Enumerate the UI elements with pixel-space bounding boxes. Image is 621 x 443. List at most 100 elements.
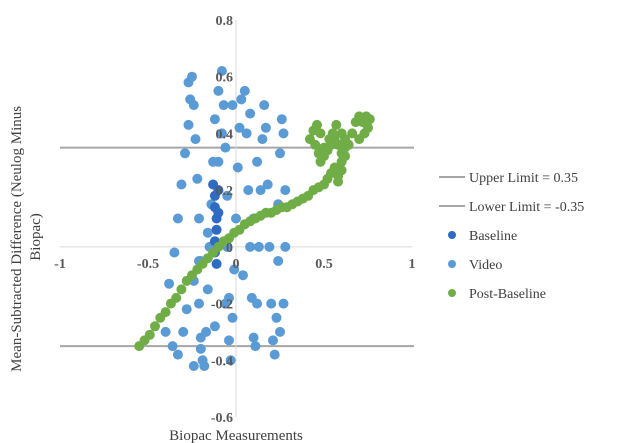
legend-label: Video (469, 258, 502, 273)
data-point (150, 321, 160, 332)
data-point (229, 264, 240, 275)
data-point (308, 125, 319, 136)
data-point (176, 284, 187, 295)
data-point (194, 213, 204, 224)
data-point (220, 298, 231, 309)
data-point (178, 326, 189, 337)
data-point (188, 100, 199, 111)
data-point (310, 139, 321, 150)
x-tick-label: 0 (233, 257, 240, 272)
tick-labels: -1 -0.5 0 0.5 1 -0.6 -0.4 -0.2 0 0.2 0.4 0.6 0.8 (54, 14, 415, 426)
data-point (160, 307, 171, 318)
data-point (260, 122, 271, 133)
data-point (340, 151, 351, 162)
data-point (269, 349, 280, 360)
data-point (227, 312, 238, 323)
data-point (231, 213, 241, 224)
data-point (239, 85, 250, 96)
y-axis-title-line-2: Biopac) (28, 213, 44, 260)
data-point (268, 335, 278, 346)
x-tick-label: -1 (54, 257, 66, 272)
data-point (236, 94, 247, 105)
data-point (211, 258, 222, 269)
data-point (262, 179, 273, 190)
data-point (241, 128, 252, 139)
legend-item: Lower Limit = -0.35 (439, 200, 584, 215)
legend-marker-swatch (448, 260, 456, 268)
y-tick-label: 0.2 (216, 184, 234, 199)
legend-label: Baseline (469, 229, 517, 244)
data-point (266, 298, 277, 309)
data-point (144, 329, 155, 340)
legend-marker-swatch (448, 289, 456, 297)
data-point (195, 343, 206, 354)
data-point (164, 278, 175, 289)
data-point (252, 298, 263, 309)
data-point (180, 148, 190, 159)
y-tick-label: -0.4 (211, 354, 233, 369)
data-point (252, 156, 263, 167)
legend-item: Video (448, 258, 502, 273)
data-point (220, 142, 231, 153)
data-point (280, 185, 291, 196)
data-point (232, 162, 243, 173)
data-point (347, 128, 358, 139)
data-point (257, 134, 268, 145)
data-point (364, 114, 375, 125)
y-tick-label: -0.2 (211, 298, 233, 313)
data-point (319, 142, 329, 153)
data-point (171, 292, 182, 303)
data-point (234, 122, 245, 133)
data-point (213, 85, 224, 96)
data-point (354, 134, 365, 145)
y-axis-title-line-1: Mean-Subtracted Difference (Neulog Minus (9, 106, 25, 372)
data-point (194, 298, 204, 309)
legend-label: Upper Limit = 0.35 (469, 171, 578, 186)
data-point (176, 179, 187, 190)
y-tick-label: 0.6 (216, 71, 234, 86)
data-point (271, 312, 282, 323)
data-point (250, 341, 261, 352)
data-point (275, 326, 285, 337)
data-point (209, 321, 220, 332)
legend-item: Baseline (448, 229, 517, 244)
data-point (227, 100, 238, 111)
data-point (209, 114, 220, 125)
data-point (213, 156, 224, 167)
legend: Upper Limit = 0.35 Lower Limit = -0.35 Bas… (439, 171, 584, 302)
y-tick-label: 0.4 (216, 127, 234, 142)
data-point (216, 128, 227, 139)
data-point (280, 241, 291, 252)
data-point (225, 355, 236, 366)
legend-item: Upper Limit = 0.35 (439, 171, 578, 186)
reference-lines (60, 146, 414, 348)
data-point (172, 349, 183, 360)
y-axis-title: Mean-Subtracted Difference (Neulog Minus… (9, 102, 44, 372)
data-point (248, 332, 259, 343)
data-point (201, 326, 212, 337)
data-point (202, 284, 213, 295)
series-post-baseline (134, 111, 375, 352)
series-video (160, 66, 291, 371)
data-point (187, 71, 197, 82)
data-point (216, 66, 227, 76)
legend-marker-swatch (448, 231, 456, 239)
legend-item: Post-Baseline (448, 287, 546, 302)
data-point (336, 165, 347, 176)
data-point (243, 185, 254, 196)
data-points (134, 66, 375, 371)
data-point (160, 326, 171, 337)
data-point (202, 227, 213, 238)
x-tick-label: -0.5 (137, 257, 159, 272)
data-point (211, 224, 222, 235)
data-point (276, 114, 287, 125)
x-tick-label: 1 (409, 257, 416, 272)
x-axis-title: Biopac Measurements (169, 428, 303, 443)
data-point (199, 361, 210, 371)
data-point (264, 241, 275, 252)
data-point (169, 247, 180, 258)
y-tick-label: 0.8 (216, 14, 234, 29)
data-point (253, 241, 264, 252)
data-point (238, 270, 248, 281)
